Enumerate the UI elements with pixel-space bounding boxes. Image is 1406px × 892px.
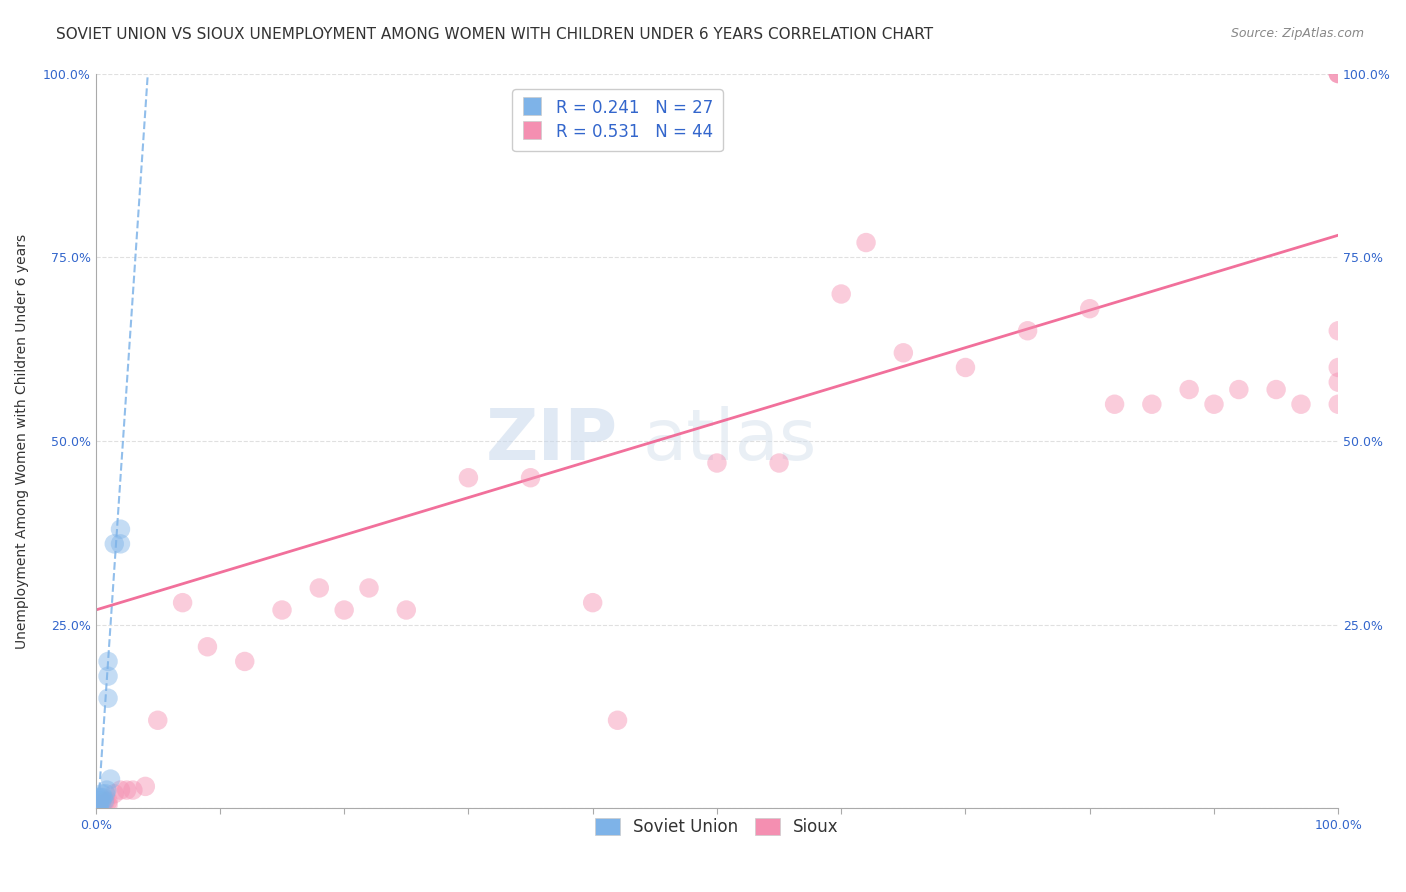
Point xyxy=(233,655,256,669)
Point xyxy=(1227,383,1250,397)
Point xyxy=(1104,397,1126,411)
Point xyxy=(89,801,111,815)
Point xyxy=(1202,397,1225,411)
Point xyxy=(172,596,194,610)
Point xyxy=(1289,397,1312,411)
Point xyxy=(122,783,145,797)
Text: SOVIET UNION VS SIOUX UNEMPLOYMENT AMONG WOMEN WITH CHILDREN UNDER 6 YEARS CORRE: SOVIET UNION VS SIOUX UNEMPLOYMENT AMONG… xyxy=(56,27,934,42)
Point xyxy=(87,801,110,815)
Point xyxy=(1327,66,1350,80)
Point xyxy=(357,581,380,595)
Point xyxy=(90,787,112,801)
Point xyxy=(1140,397,1163,411)
Point xyxy=(86,794,108,808)
Point xyxy=(1327,324,1350,338)
Point xyxy=(457,471,479,485)
Point xyxy=(91,790,114,805)
Point xyxy=(97,669,120,683)
Y-axis label: Unemployment Among Women with Children Under 6 years: Unemployment Among Women with Children U… xyxy=(15,234,30,648)
Legend: Soviet Union, Sioux: Soviet Union, Sioux xyxy=(586,809,848,844)
Point xyxy=(855,235,877,250)
Point xyxy=(134,780,156,794)
Text: atlas: atlas xyxy=(643,407,817,475)
Point xyxy=(1178,383,1201,397)
Point xyxy=(87,797,110,812)
Point xyxy=(333,603,356,617)
Point xyxy=(86,801,108,815)
Point xyxy=(90,797,112,812)
Point xyxy=(1078,301,1101,316)
Text: Source: ZipAtlas.com: Source: ZipAtlas.com xyxy=(1230,27,1364,40)
Point xyxy=(110,537,132,551)
Point xyxy=(197,640,219,654)
Text: ZIP: ZIP xyxy=(485,407,617,475)
Point xyxy=(891,346,914,360)
Point xyxy=(115,783,138,797)
Point xyxy=(100,772,122,786)
Point xyxy=(1265,383,1288,397)
Point xyxy=(955,360,977,375)
Point xyxy=(86,801,108,815)
Point xyxy=(1327,397,1350,411)
Point xyxy=(97,794,120,808)
Point xyxy=(103,787,125,801)
Point xyxy=(93,794,115,808)
Point xyxy=(395,603,418,617)
Point xyxy=(87,794,110,808)
Point xyxy=(87,790,110,805)
Point xyxy=(768,456,790,470)
Point xyxy=(89,797,111,812)
Point xyxy=(830,287,852,301)
Point xyxy=(1017,324,1039,338)
Point xyxy=(1327,66,1350,80)
Point xyxy=(97,691,120,706)
Point xyxy=(308,581,330,595)
Point xyxy=(96,783,118,797)
Point xyxy=(1327,360,1350,375)
Point xyxy=(582,596,605,610)
Point xyxy=(94,787,117,801)
Point xyxy=(1327,375,1350,389)
Point xyxy=(271,603,294,617)
Point xyxy=(89,794,111,808)
Point xyxy=(90,790,112,805)
Point xyxy=(606,713,628,727)
Point xyxy=(94,794,117,808)
Point xyxy=(97,797,120,812)
Point xyxy=(706,456,728,470)
Point xyxy=(90,794,112,808)
Point xyxy=(90,794,112,808)
Point xyxy=(110,522,132,536)
Point xyxy=(97,655,120,669)
Point xyxy=(519,471,541,485)
Point xyxy=(86,801,108,815)
Point xyxy=(146,713,169,727)
Point xyxy=(110,783,132,797)
Point xyxy=(103,537,125,551)
Point xyxy=(1327,66,1350,80)
Point xyxy=(86,797,108,812)
